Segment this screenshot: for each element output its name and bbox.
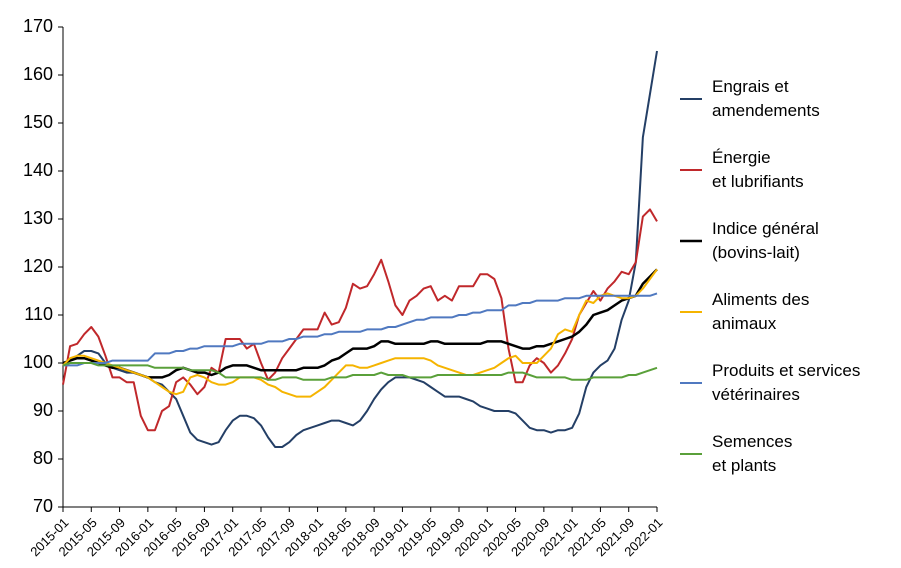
legend-label: Engrais et amendements	[712, 77, 820, 120]
series-line	[63, 292, 658, 367]
legend-label: Aliments des animaux	[712, 290, 810, 333]
series-line	[62, 268, 658, 379]
y-tick-label: 130	[23, 208, 53, 228]
y-tick-label: 110	[24, 304, 53, 324]
legend-label: Produits et services vétérinaires	[712, 361, 861, 404]
y-tick-label: 90	[33, 400, 53, 420]
y-tick-label: 140	[23, 160, 53, 180]
y-tick-label: 170	[23, 16, 53, 36]
series-line	[62, 208, 658, 432]
y-tick-label: 70	[33, 496, 53, 516]
y-tick-label: 120	[23, 256, 53, 276]
y-tick-label: 100	[23, 352, 53, 372]
legend-label: Indice général (bovins-lait)	[712, 219, 819, 262]
series-line	[62, 362, 658, 381]
y-tick-label: 80	[33, 448, 53, 468]
series-line	[62, 268, 658, 398]
legend-label: Énergie et lubrifiants	[712, 148, 804, 191]
y-tick-label: 150	[23, 112, 53, 132]
legend-label: Semences et plants	[712, 432, 793, 475]
series-line	[62, 50, 658, 448]
y-tick-label: 160	[23, 64, 53, 84]
